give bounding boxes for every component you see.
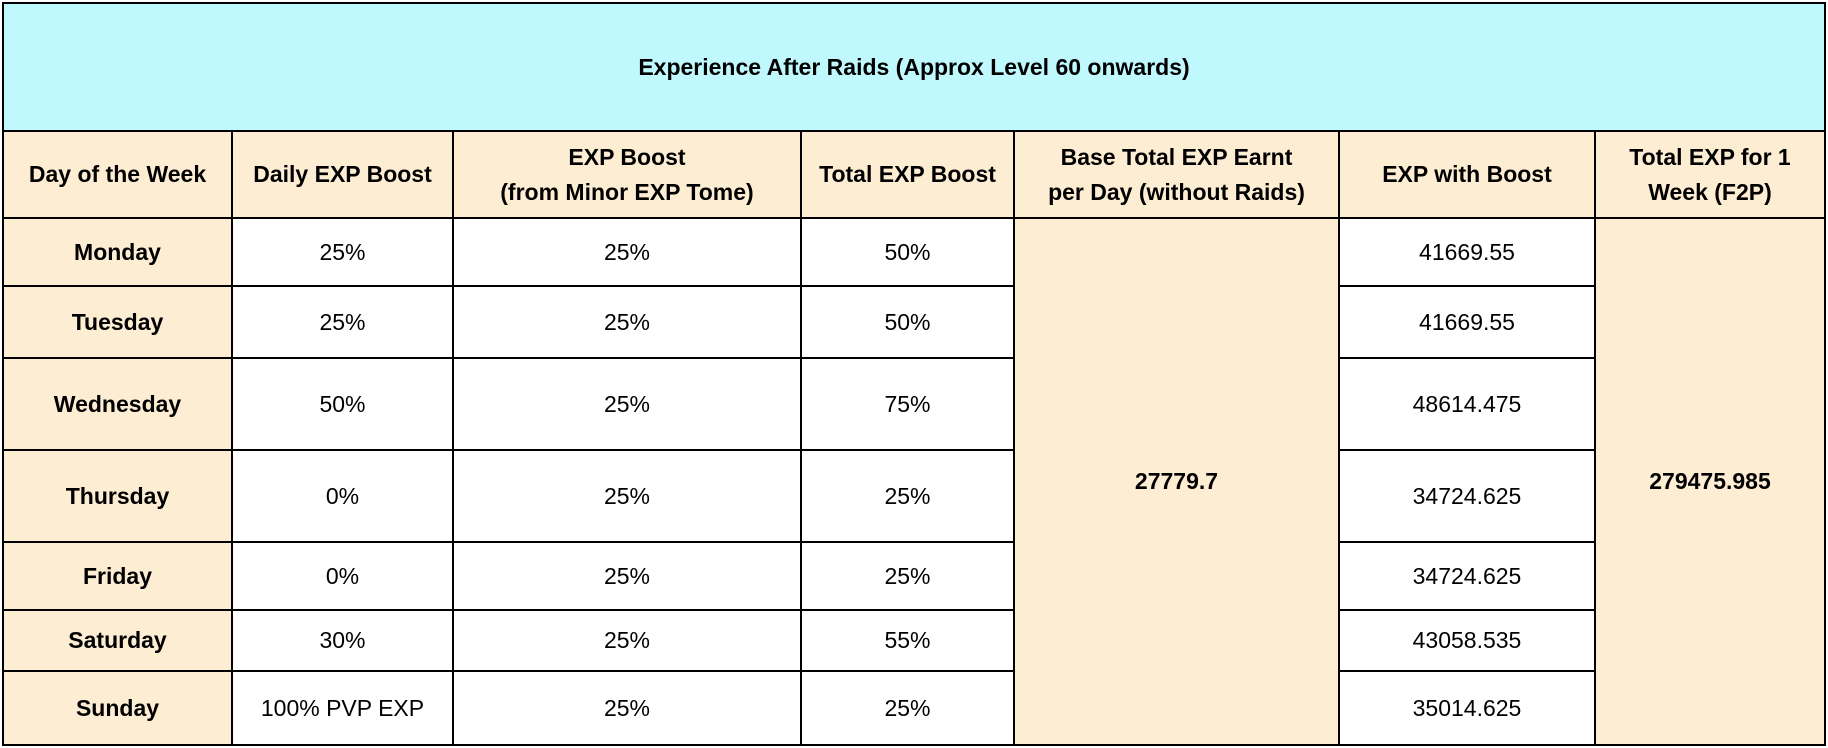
total-boost-cell: 25% (800, 449, 1015, 543)
total-boost-cell: 75% (800, 357, 1015, 451)
exp-with-boost-cell: 34724.625 (1338, 541, 1596, 611)
day-cell: Friday (2, 541, 233, 611)
table-row: Friday 0% 25% 25% 34724.625 (2, 541, 1825, 611)
exp-with-boost-cell: 41669.55 (1338, 285, 1596, 359)
table-row: Thursday 0% 25% 25% 34724.625 (2, 449, 1825, 543)
header-base-exp-line2: per Day (without Raids) (1048, 178, 1305, 205)
tome-boost-cell: 25% (452, 217, 802, 287)
header-base-exp: Base Total EXP Earnt per Day (without Ra… (1013, 130, 1340, 219)
tome-boost-cell: 25% (452, 670, 802, 746)
table-row: Wednesday 50% 25% 75% 48614.475 (2, 357, 1825, 451)
header-tome-boost-line2: (from Minor EXP Tome) (500, 178, 754, 205)
daily-boost-cell: 100% PVP EXP (231, 670, 454, 746)
daily-boost-cell: 30% (231, 609, 454, 672)
daily-boost-cell: 0% (231, 449, 454, 543)
day-cell: Sunday (2, 670, 233, 746)
tome-boost-cell: 25% (452, 285, 802, 359)
daily-boost-cell: 25% (231, 285, 454, 359)
tome-boost-cell: 25% (452, 609, 802, 672)
tome-boost-cell: 25% (452, 541, 802, 611)
total-boost-cell: 50% (800, 285, 1015, 359)
total-boost-cell: 25% (800, 670, 1015, 746)
day-cell: Tuesday (2, 285, 233, 359)
header-weekly-line2: Week (F2P) (1648, 178, 1772, 205)
tome-boost-cell: 25% (452, 449, 802, 543)
total-boost-cell: 50% (800, 217, 1015, 287)
table-title: Experience After Raids (Approx Level 60 … (2, 2, 1826, 132)
table-row: Saturday 30% 25% 55% 43058.535 (2, 609, 1825, 672)
day-cell: Thursday (2, 449, 233, 543)
exp-with-boost-cell: 43058.535 (1338, 609, 1596, 672)
header-tome-boost: EXP Boost (from Minor EXP Tome) (452, 130, 802, 219)
daily-boost-cell: 25% (231, 217, 454, 287)
table-row: Tuesday 25% 25% 50% 41669.55 (2, 285, 1825, 359)
day-cell: Saturday (2, 609, 233, 672)
header-total-boost: Total EXP Boost (800, 130, 1015, 219)
header-tome-boost-line1: EXP Boost (568, 144, 686, 170)
daily-boost-cell: 50% (231, 357, 454, 451)
header-base-exp-line1: Base Total EXP Earnt (1060, 144, 1293, 170)
header-weekly-line1: Total EXP for 1 (1629, 144, 1791, 170)
exp-with-boost-cell: 35014.625 (1338, 670, 1596, 746)
daily-boost-cell: 0% (231, 541, 454, 611)
header-daily-boost: Daily EXP Boost (231, 130, 454, 219)
weekly-total-cell: 279475.985 (1594, 217, 1826, 746)
day-cell: Monday (2, 217, 233, 287)
header-day: Day of the Week (2, 130, 233, 219)
exp-with-boost-cell: 48614.475 (1338, 357, 1596, 451)
day-cell: Wednesday (2, 357, 233, 451)
exp-with-boost-cell: 34724.625 (1338, 449, 1596, 543)
base-exp-cell: 27779.7 (1013, 217, 1340, 746)
header-weekly-total: Total EXP for 1 Week (F2P) (1594, 130, 1826, 219)
total-boost-cell: 55% (800, 609, 1015, 672)
table-row: Monday 25% 25% 50% 27779.7 41669.55 2794… (2, 217, 1826, 746)
total-boost-cell: 25% (800, 541, 1015, 611)
table-row: Sunday 100% PVP EXP 25% 25% 35014.625 (2, 670, 1825, 746)
exp-with-boost-cell: 41669.55 (1338, 217, 1596, 287)
header-exp-with-boost: EXP with Boost (1338, 130, 1596, 219)
tome-boost-cell: 25% (452, 357, 802, 451)
